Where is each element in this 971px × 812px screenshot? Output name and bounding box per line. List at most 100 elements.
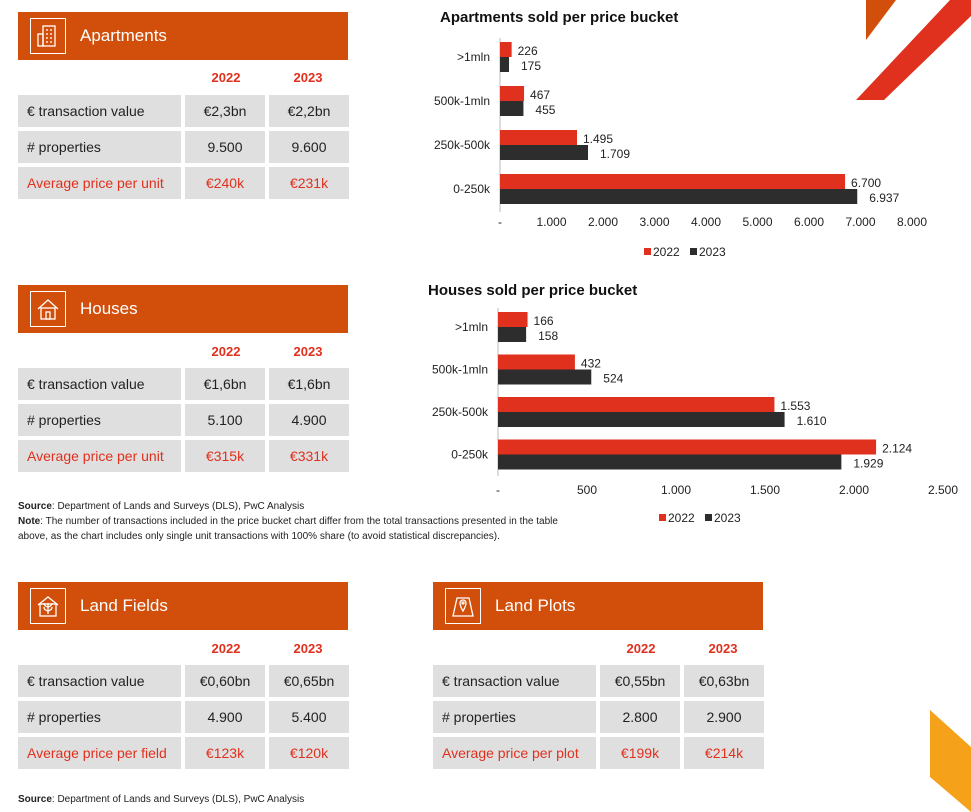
- row-label: Average price per plot: [433, 737, 596, 769]
- table-row: Average price per unit €240k €231k: [18, 167, 349, 199]
- row-label: # properties: [18, 701, 181, 733]
- table-row: Average price per field €123k €120k: [18, 737, 349, 769]
- value-2023: 4.900: [265, 404, 349, 436]
- row-label: Average price per unit: [18, 167, 181, 199]
- category-label: >1mln: [455, 320, 488, 334]
- table-row: € transaction value €0,60bn €0,65bn: [18, 665, 349, 697]
- value-2022: €240k: [181, 167, 265, 199]
- row-label: € transaction value: [433, 665, 596, 697]
- legend-swatch-2022: [659, 514, 666, 521]
- tick-label: -: [496, 483, 500, 497]
- table-row: # properties 5.100 4.900: [18, 404, 349, 436]
- houses-year-2023: 2023: [293, 344, 323, 359]
- value-2023: €231k: [265, 167, 349, 199]
- data-label: 166: [534, 314, 554, 328]
- bar-2022: [500, 130, 577, 145]
- value-2023: €2,2bn: [265, 95, 349, 127]
- row-label: # properties: [18, 131, 181, 163]
- category-label: 500k-1mln: [432, 363, 488, 377]
- value-2023: 9.600: [265, 131, 349, 163]
- apartments-chart-title: Apartments sold per price bucket: [440, 9, 679, 26]
- data-label: 1.610: [797, 414, 827, 428]
- data-label: 1.929: [853, 457, 883, 471]
- field-icon: [30, 588, 66, 624]
- table-row: Average price per unit €315k €331k: [18, 440, 349, 472]
- building-icon: [30, 18, 66, 54]
- data-label: 432: [581, 357, 601, 371]
- corner-decoration-bottom: [930, 710, 971, 812]
- category-label: 250k-500k: [432, 405, 489, 419]
- value-2022: 4.900: [181, 701, 265, 733]
- apartments-year-2022: 2022: [211, 70, 241, 85]
- legend-label: 2023: [714, 511, 741, 525]
- value-2023: €120k: [265, 737, 349, 769]
- value-2022: €315k: [181, 440, 265, 472]
- value-2022: €0,55bn: [596, 665, 680, 697]
- houses-year-2022: 2022: [211, 344, 241, 359]
- data-label: 175: [521, 59, 541, 73]
- note-text: : The number of transactions included in…: [18, 516, 558, 542]
- value-2022: €2,3bn: [181, 95, 265, 127]
- land-fields-title: Land Fields: [80, 596, 168, 615]
- land-fields-year-2022: 2022: [211, 641, 241, 656]
- bar-2023: [498, 369, 592, 385]
- tick-label: 5.000: [742, 215, 772, 229]
- value-2023: 5.400: [265, 701, 349, 733]
- apartments-year-2023: 2023: [293, 70, 323, 85]
- tick-label: 2.000: [839, 483, 869, 497]
- bar-2022: [498, 439, 877, 455]
- bar-2022: [500, 86, 525, 101]
- apartments-table: € transaction value €2,3bn €2,2bn # prop…: [18, 91, 349, 203]
- category-label: 500k-1mln: [434, 94, 490, 108]
- tick-label: 6.000: [794, 215, 824, 229]
- tick-label: 1.000: [536, 215, 566, 229]
- apartments-header: Apartments: [18, 12, 348, 60]
- legend-label: 2023: [699, 245, 726, 259]
- houses-header: Houses: [18, 285, 348, 333]
- value-2022: €1,6bn: [181, 368, 265, 400]
- data-label: 455: [535, 103, 555, 117]
- row-label: € transaction value: [18, 95, 181, 127]
- tick-label: 500: [577, 483, 597, 497]
- tick-label: 4.000: [691, 215, 721, 229]
- value-2022: €123k: [181, 737, 265, 769]
- legend-swatch-2023: [690, 248, 697, 255]
- value-2023: €0,65bn: [265, 665, 349, 697]
- land-plots-header: Land Plots: [433, 582, 763, 630]
- tick-label: 1.000: [661, 483, 691, 497]
- houses-title: Houses: [80, 299, 138, 318]
- tick-label: 8.000: [897, 215, 927, 229]
- table-row: # properties 9.500 9.600: [18, 131, 349, 163]
- category-label: 0-250k: [451, 448, 489, 462]
- bar-2023: [500, 189, 858, 204]
- bar-2023: [498, 327, 527, 342]
- value-2022: €199k: [596, 737, 680, 769]
- row-label: Average price per field: [18, 737, 181, 769]
- value-2022: €0,60bn: [181, 665, 265, 697]
- apartments-title: Apartments: [80, 26, 167, 45]
- bar-2023: [500, 57, 510, 72]
- tick-label: 7.000: [845, 215, 875, 229]
- source-label: Source: [18, 794, 52, 805]
- row-label: # properties: [18, 404, 181, 436]
- data-label: 1.553: [780, 399, 810, 413]
- data-label: 524: [603, 372, 623, 386]
- land-fields-header: Land Fields: [18, 582, 348, 630]
- source-label: Source: [18, 501, 52, 512]
- row-label: € transaction value: [18, 665, 181, 697]
- bar-2022: [500, 42, 512, 57]
- value-2023: 2.900: [680, 701, 764, 733]
- value-2023: €331k: [265, 440, 349, 472]
- houses-table: € transaction value €1,6bn €1,6bn # prop…: [18, 364, 349, 476]
- legend-label: 2022: [653, 245, 680, 259]
- houses-chart-title: Houses sold per price bucket: [428, 282, 638, 299]
- value-2023: €0,63bn: [680, 665, 764, 697]
- row-label: Average price per unit: [18, 440, 181, 472]
- bar-2022: [498, 354, 575, 370]
- bar-2022: [498, 312, 528, 327]
- table-row: € transaction value €1,6bn €1,6bn: [18, 368, 349, 400]
- value-2022: 9.500: [181, 131, 265, 163]
- land-plots-year-2023: 2023: [708, 641, 738, 656]
